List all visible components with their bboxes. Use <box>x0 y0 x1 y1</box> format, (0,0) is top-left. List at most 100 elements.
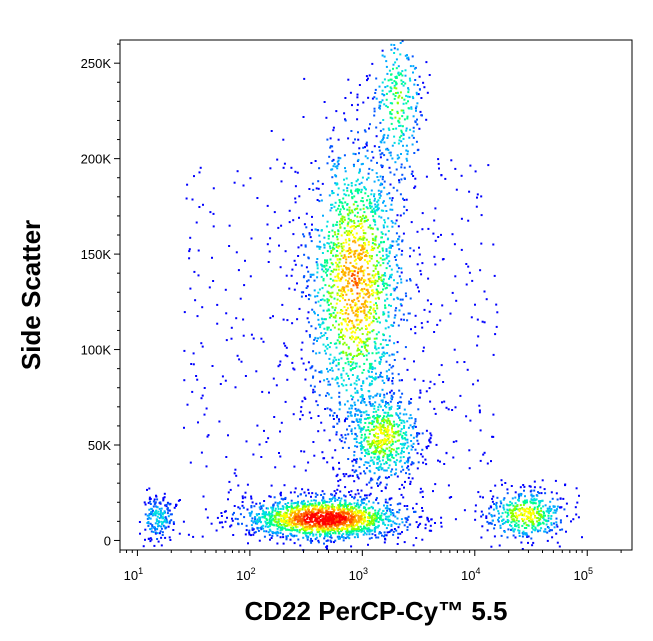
event-dot <box>384 498 387 501</box>
event-dot <box>479 459 482 462</box>
event-dot <box>348 537 351 540</box>
event-dot <box>401 434 404 437</box>
event-dot <box>336 488 339 491</box>
event-dot <box>386 414 389 417</box>
event-dot <box>279 515 282 518</box>
event-dot <box>388 260 391 263</box>
event-dot <box>387 435 390 438</box>
event-dot <box>273 416 276 418</box>
event-dot <box>366 417 369 419</box>
event-dot <box>349 494 352 496</box>
event-dot <box>344 433 347 436</box>
event-dot <box>410 398 413 400</box>
event-dot <box>341 436 344 439</box>
event-dot <box>386 137 389 139</box>
event-dot <box>386 422 389 425</box>
event-dot <box>388 408 391 411</box>
event-dot <box>497 518 499 521</box>
event-dot <box>499 527 502 529</box>
event-dot <box>366 344 369 347</box>
event-dot <box>358 244 361 247</box>
event-dot <box>367 278 370 281</box>
event-dot <box>330 262 333 265</box>
event-dot <box>351 104 353 107</box>
event-dot <box>250 524 253 527</box>
event-dot <box>415 105 418 108</box>
event-dot <box>388 446 391 449</box>
event-dot <box>335 346 338 349</box>
event-dot <box>296 171 299 174</box>
event-dot <box>361 371 364 374</box>
event-dot <box>383 382 386 384</box>
event-dot <box>351 495 353 498</box>
event-dot <box>396 110 399 113</box>
event-dot <box>354 302 357 305</box>
event-dot <box>224 288 227 291</box>
event-dot <box>349 219 352 222</box>
event-dot <box>359 529 362 531</box>
event-dot <box>366 79 368 82</box>
event-dot <box>343 265 346 267</box>
event-dot <box>262 527 265 530</box>
event-dot <box>360 401 363 404</box>
event-dot <box>332 359 335 362</box>
event-dot <box>348 377 350 380</box>
event-dot <box>160 507 163 510</box>
event-dot <box>525 524 528 526</box>
event-dot <box>408 312 411 315</box>
event-dot <box>311 492 314 495</box>
event-dot <box>398 136 401 139</box>
event-dot <box>410 107 413 110</box>
event-dot <box>382 200 385 203</box>
event-dot <box>356 225 359 227</box>
event-dot <box>381 81 384 84</box>
event-dot <box>392 530 395 533</box>
event-dot <box>403 177 406 180</box>
event-dot <box>348 243 351 246</box>
event-dot <box>374 274 376 277</box>
event-dot <box>376 246 379 249</box>
event-dot <box>493 535 496 538</box>
event-dot <box>342 536 345 539</box>
event-dot <box>369 301 372 303</box>
event-dot <box>396 157 399 160</box>
event-dot <box>400 267 403 270</box>
event-dot <box>373 247 376 250</box>
event-dot <box>492 353 495 356</box>
event-dot <box>264 525 267 528</box>
event-dot <box>354 391 357 394</box>
event-dot <box>395 92 397 94</box>
event-dot <box>369 479 372 482</box>
event-dot <box>343 207 346 210</box>
event-dot <box>205 407 208 410</box>
event-dot <box>347 504 349 506</box>
event-dot <box>381 376 384 378</box>
event-dot <box>550 523 553 526</box>
event-dot <box>400 79 403 82</box>
event-dot <box>414 325 417 328</box>
event-dot <box>250 505 253 507</box>
event-dot <box>367 414 370 416</box>
event-dot <box>526 516 529 519</box>
event-dot <box>369 281 371 284</box>
event-dot <box>321 287 324 290</box>
event-dot <box>389 513 392 516</box>
event-dot <box>328 501 331 504</box>
event-dot <box>308 528 311 530</box>
event-dot <box>338 199 341 201</box>
event-dot <box>302 233 305 236</box>
event-dot <box>339 208 342 211</box>
event-dot <box>195 221 198 224</box>
event-dot <box>338 532 341 535</box>
event-dot <box>369 422 372 425</box>
event-dot <box>345 532 348 535</box>
event-dot <box>241 497 244 500</box>
event-dot <box>303 275 306 278</box>
event-dot <box>351 469 354 472</box>
event-dot <box>216 303 219 306</box>
event-dot <box>281 528 284 531</box>
event-dot <box>363 312 366 315</box>
event-dot <box>380 291 383 294</box>
event-dot <box>344 194 347 197</box>
event-dot <box>341 286 344 289</box>
